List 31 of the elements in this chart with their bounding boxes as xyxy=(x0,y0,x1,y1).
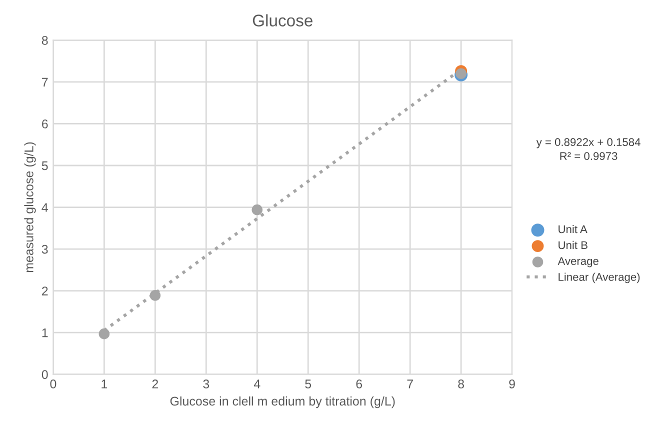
x-tick-label: 2 xyxy=(152,380,158,388)
x-tick-label: 4 xyxy=(254,380,260,388)
point xyxy=(150,290,161,301)
x-tick-label: 7 xyxy=(407,380,413,388)
x-tick-label: 3 xyxy=(203,380,210,388)
point xyxy=(252,204,263,216)
legend-label: Unit B xyxy=(558,240,588,250)
text: y = 0.8922x + 0.1584 xyxy=(536,138,640,148)
legend-label: Linear (Average) xyxy=(558,272,640,284)
y-tick-label: 3 xyxy=(42,244,48,254)
y-tick-label: 2 xyxy=(42,286,48,296)
x-tick-label: 5 xyxy=(305,380,312,388)
legend-label: Average xyxy=(558,257,598,268)
y-tick-label: 5 xyxy=(42,161,48,170)
y-tick-label: 8 xyxy=(42,36,48,45)
x-tick-label: 9 xyxy=(509,380,515,388)
y-axis-title: measured glucose (g/L) xyxy=(24,142,36,272)
text: R² = 0.9973 xyxy=(560,152,618,160)
y-tick-label: 6 xyxy=(42,120,48,128)
y-tick-label: 1 xyxy=(42,328,48,338)
x-axis-title: Glucose in clell m edium by titration (g/L) xyxy=(170,396,395,408)
x-tick-label: 1 xyxy=(102,380,108,388)
x-tick-label: 8 xyxy=(458,380,464,388)
y-tick-label: 7 xyxy=(42,78,48,86)
legend-label: Unit A xyxy=(558,225,588,234)
y-tick-label: 0 xyxy=(42,370,48,380)
point xyxy=(98,328,110,340)
y-tick-label: 4 xyxy=(42,203,48,212)
chart-title: Glucose xyxy=(252,14,312,26)
x-tick-label: 6 xyxy=(356,380,362,388)
x-tick-label: 0 xyxy=(50,380,56,388)
